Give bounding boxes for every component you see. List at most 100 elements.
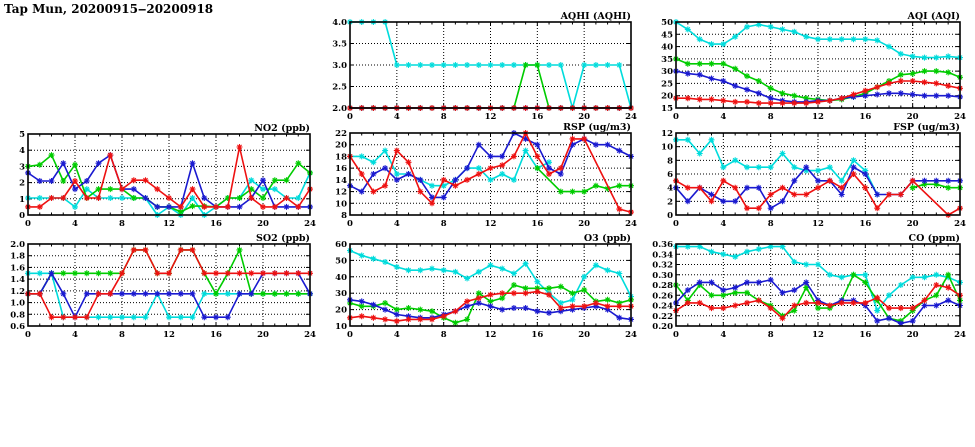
marker-red bbox=[874, 205, 881, 212]
chart-o3: 10 20 30 40 50 60 0 4 8 12 16 20 24 O3 (ppb) bbox=[316, 231, 637, 343]
marker-cyan bbox=[452, 268, 459, 275]
marker-cyan bbox=[592, 62, 599, 68]
x-tick-label: 0 bbox=[25, 330, 31, 340]
marker-cyan bbox=[886, 43, 892, 50]
marker-red bbox=[803, 299, 810, 306]
marker-red bbox=[803, 100, 810, 107]
x-tick-label: 12 bbox=[163, 219, 175, 229]
marker-green bbox=[271, 177, 278, 184]
marker-red bbox=[283, 270, 290, 277]
marker-cyan bbox=[921, 274, 928, 281]
chart-title: FSP (ug/m3) bbox=[893, 122, 960, 133]
marker-cyan bbox=[886, 292, 892, 299]
marker-red bbox=[720, 305, 727, 312]
page-title: Tap Mun, 20200915‒20200918 bbox=[4, 2, 214, 16]
marker-blue bbox=[72, 186, 78, 193]
marker-cyan bbox=[850, 36, 857, 43]
marker-blue bbox=[803, 279, 810, 286]
y-tick-label: 10 bbox=[661, 143, 673, 153]
marker-green bbox=[945, 69, 952, 76]
marker-blue bbox=[358, 298, 365, 305]
marker-blue bbox=[224, 314, 231, 321]
x-tick-label: 20 bbox=[907, 330, 919, 340]
x-tick-label: 8 bbox=[768, 112, 774, 122]
marker-red bbox=[732, 184, 739, 191]
marker-blue bbox=[720, 78, 727, 84]
marker-green bbox=[921, 68, 928, 75]
marker-red bbox=[897, 191, 904, 198]
x-tick-label: 12 bbox=[812, 330, 824, 340]
marker-red bbox=[224, 203, 231, 210]
marker-blue bbox=[744, 86, 750, 93]
marker-green bbox=[569, 188, 576, 195]
marker-blue bbox=[874, 91, 881, 98]
marker-red bbox=[838, 299, 845, 306]
marker-green bbox=[72, 161, 78, 168]
marker-red bbox=[393, 147, 400, 154]
marker-red bbox=[732, 98, 739, 105]
y-tick-label: 2 bbox=[19, 179, 25, 189]
marker-red bbox=[886, 191, 892, 198]
marker-green bbox=[417, 306, 424, 313]
marker-cyan bbox=[616, 62, 623, 68]
marker-red bbox=[862, 184, 869, 191]
marker-red bbox=[546, 171, 552, 177]
marker-green bbox=[581, 188, 588, 195]
marker-cyan bbox=[696, 150, 703, 157]
y-tick-label: 0.36 bbox=[652, 240, 673, 250]
marker-cyan bbox=[475, 62, 482, 68]
marker-red bbox=[897, 78, 904, 84]
marker-blue bbox=[767, 276, 774, 283]
y-tick-label: 1.8 bbox=[10, 252, 25, 262]
marker-blue bbox=[475, 141, 482, 148]
y-tick-label: 0.8 bbox=[10, 310, 25, 320]
marker-red bbox=[295, 203, 302, 210]
marker-blue bbox=[933, 92, 940, 99]
marker-blue bbox=[850, 164, 857, 171]
marker-cyan bbox=[248, 177, 255, 184]
marker-blue bbox=[452, 176, 459, 183]
y-tick-label: 0.30 bbox=[652, 271, 673, 281]
marker-cyan bbox=[779, 26, 786, 33]
marker-green bbox=[393, 306, 400, 313]
y-tick-label: 10 bbox=[335, 322, 347, 332]
marker-red bbox=[142, 177, 149, 184]
marker-blue bbox=[791, 177, 798, 184]
chart-no2: 0 1 2 3 4 5 0 4 8 12 16 20 24 NO2 (ppb) bbox=[0, 121, 316, 232]
x-tick-label: 16 bbox=[531, 219, 543, 229]
marker-blue bbox=[616, 314, 623, 321]
marker-green bbox=[732, 289, 739, 296]
marker-green bbox=[616, 300, 623, 306]
marker-cyan bbox=[779, 243, 786, 250]
marker-blue bbox=[429, 194, 435, 201]
marker-cyan bbox=[370, 159, 377, 166]
marker-cyan bbox=[755, 21, 762, 28]
marker-red bbox=[107, 152, 114, 159]
y-tick-label: 12 bbox=[335, 188, 347, 198]
marker-blue bbox=[874, 191, 881, 198]
marker-green bbox=[295, 160, 302, 167]
marker-green bbox=[933, 181, 940, 188]
x-tick-label: 4 bbox=[720, 112, 726, 122]
marker-red bbox=[95, 290, 102, 297]
marker-cyan bbox=[358, 252, 365, 259]
plot-border bbox=[27, 243, 311, 327]
marker-red bbox=[767, 100, 774, 107]
marker-blue bbox=[393, 176, 400, 183]
x-tick-label: 8 bbox=[768, 219, 774, 229]
marker-red bbox=[271, 270, 278, 277]
y-tick-label: 5 bbox=[19, 130, 25, 140]
marker-green bbox=[803, 95, 810, 102]
marker-red bbox=[201, 203, 208, 210]
marker-blue bbox=[546, 309, 552, 316]
marker-blue bbox=[909, 91, 916, 98]
marker-red bbox=[534, 153, 541, 160]
marker-blue bbox=[546, 165, 552, 172]
marker-cyan bbox=[72, 203, 78, 210]
marker-red bbox=[616, 303, 623, 310]
marker-red bbox=[779, 315, 786, 322]
x-tick-label: 16 bbox=[210, 330, 222, 340]
marker-red bbox=[826, 302, 833, 309]
series-red bbox=[347, 288, 634, 325]
marker-green bbox=[522, 62, 529, 68]
